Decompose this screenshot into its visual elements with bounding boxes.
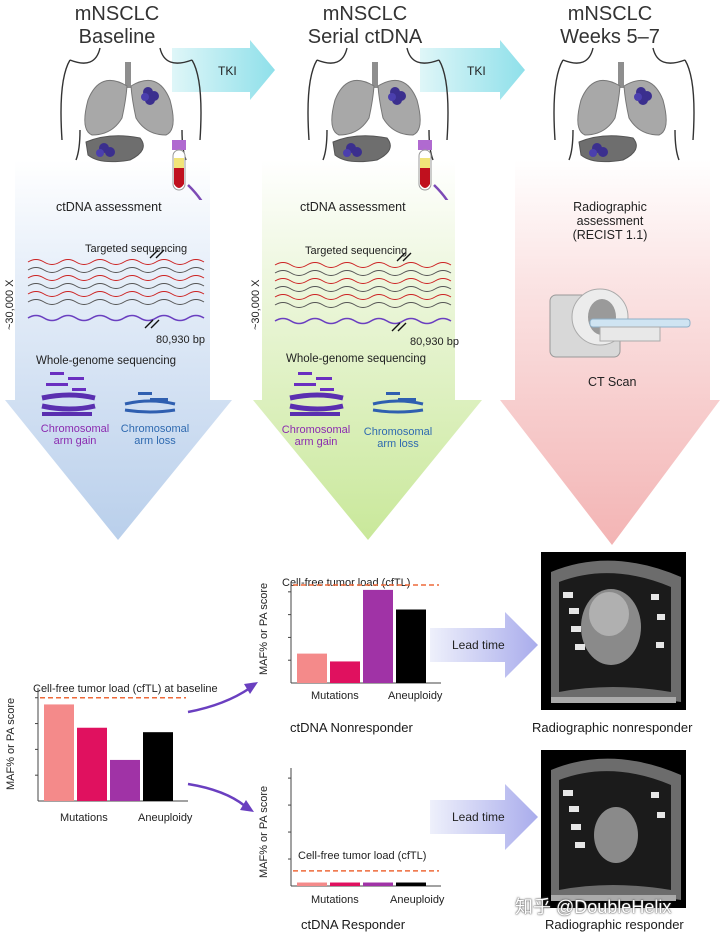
bar-2 — [363, 589, 393, 683]
baseline-ylabel: MAF% or PA score — [5, 697, 17, 790]
serial-title: mNSCLC Serial ctDNA — [290, 3, 440, 49]
weeks-title-line2: Weeks 5–7 — [560, 26, 660, 48]
serial-ctdna-assessment: ctDNA assessment — [300, 200, 406, 214]
baseline-ctdna-assessment: ctDNA assessment — [56, 200, 162, 214]
curved-arrow-baseline — [187, 184, 203, 200]
tki-label-2: TKI — [467, 64, 486, 78]
nonresponder-caption: ctDNA Nonresponder — [290, 720, 413, 735]
bar-1 — [77, 727, 107, 801]
blood-tube-serial — [418, 140, 432, 191]
serial-gain-label: Chromosomal arm gain — [281, 424, 351, 448]
baseline-gain-label: Chromosomal arm gain — [40, 423, 110, 447]
baseline-cftl-label: Cell-free tumor load (cfTL) at baseline — [33, 683, 218, 695]
baseline-bar-chart — [35, 688, 188, 802]
sequencing-graphics — [27, 249, 452, 460]
curved-arrow-serial — [433, 184, 449, 200]
nonresponder-x-aneuploidy: Aneuploidy — [388, 690, 443, 702]
bar-3 — [396, 882, 426, 886]
serial-bp: 80,930 bp — [410, 336, 459, 348]
responder-ylabel: MAF% or PA score — [258, 785, 270, 878]
lead-time-arrow-1 — [430, 612, 538, 678]
ct-scan-label: CT Scan — [588, 375, 637, 389]
ct-image-responder — [541, 750, 686, 908]
bar-3 — [396, 609, 426, 683]
bar-0 — [297, 653, 327, 683]
nonresponder-ylabel: MAF% or PA score — [258, 582, 270, 675]
responder-x-aneuploidy: Aneuploidy — [390, 894, 445, 906]
lead-time-label-1: Lead time — [452, 638, 505, 652]
bar-0 — [297, 882, 327, 886]
responder-cftl-label: Cell-free tumor load (cfTL) — [298, 850, 427, 862]
baseline-title-line1: mNSCLC — [74, 3, 160, 25]
responder-x-mutations: Mutations — [311, 894, 359, 906]
tki-arrow-1 — [172, 40, 275, 100]
serial-targeted-sequencing: Targeted sequencing — [305, 245, 408, 257]
blood-tube-baseline — [172, 140, 186, 191]
serial-loss-label: Chromosomal arm loss — [363, 426, 433, 450]
baseline-wgs: Whole-genome sequencing — [36, 355, 177, 367]
sequencing-reads — [27, 249, 205, 329]
nonresponder-x-mutations: Mutations — [311, 690, 359, 702]
serial-column-arrow — [253, 160, 482, 540]
serial-wgs: Whole-genome sequencing — [286, 353, 427, 365]
nonresponder-cftl-label: Cell-free tumor load (cfTL) — [282, 577, 411, 589]
radiographic-assessment-line2: assessment — [576, 214, 644, 228]
torso-illustrations — [60, 47, 695, 200]
baseline-x-aneuploidy: Aneuploidy — [138, 812, 193, 824]
bar-2 — [363, 882, 393, 886]
torso-figure — [60, 47, 202, 163]
radiographic-assessment: Radiographic assessment (RECIST 1.1) — [572, 200, 648, 242]
ct-scanner-illustration — [549, 288, 691, 358]
bar-1 — [330, 661, 360, 683]
baseline-column-arrow — [5, 160, 232, 540]
nonresponder-bar-chart — [288, 583, 441, 684]
radiographic-assessment-line1: Radiographic — [573, 200, 647, 214]
weeks-title: mNSCLC Weeks 5–7 — [535, 3, 685, 49]
weeks-title-line1: mNSCLC — [567, 3, 653, 25]
watermark: 知乎 @DoubleHelix — [515, 897, 672, 917]
bar-3 — [143, 732, 173, 801]
baseline-bp: 80,930 bp — [156, 334, 205, 346]
baseline-x-mutations: Mutations — [60, 812, 108, 824]
bar-1 — [330, 882, 360, 886]
lead-time-label-2: Lead time — [452, 810, 505, 824]
baseline-title-line2: Baseline — [78, 26, 156, 48]
responder-caption: ctDNA Responder — [301, 917, 406, 932]
bar-0 — [44, 704, 74, 801]
baseline-title: mNSCLC Baseline — [42, 3, 192, 49]
lead-time-arrow-2 — [430, 784, 538, 850]
radiographic-assessment-line3: (RECIST 1.1) — [572, 228, 648, 242]
serial-title-line2: Serial ctDNA — [307, 26, 423, 48]
serial-title-line1: mNSCLC — [322, 3, 408, 25]
ct-image-nonresponder — [541, 552, 686, 710]
chromosome-glyphs — [41, 372, 176, 416]
baseline-loss-label: Chromosomal arm loss — [120, 423, 190, 447]
radiographic-responder: Radiographic responder — [545, 917, 684, 932]
responder-bar-chart — [288, 768, 441, 887]
bar-2 — [110, 759, 140, 801]
tki-label-1: TKI — [218, 64, 237, 78]
radiographic-nonresponder: Radiographic nonresponder — [532, 720, 693, 735]
